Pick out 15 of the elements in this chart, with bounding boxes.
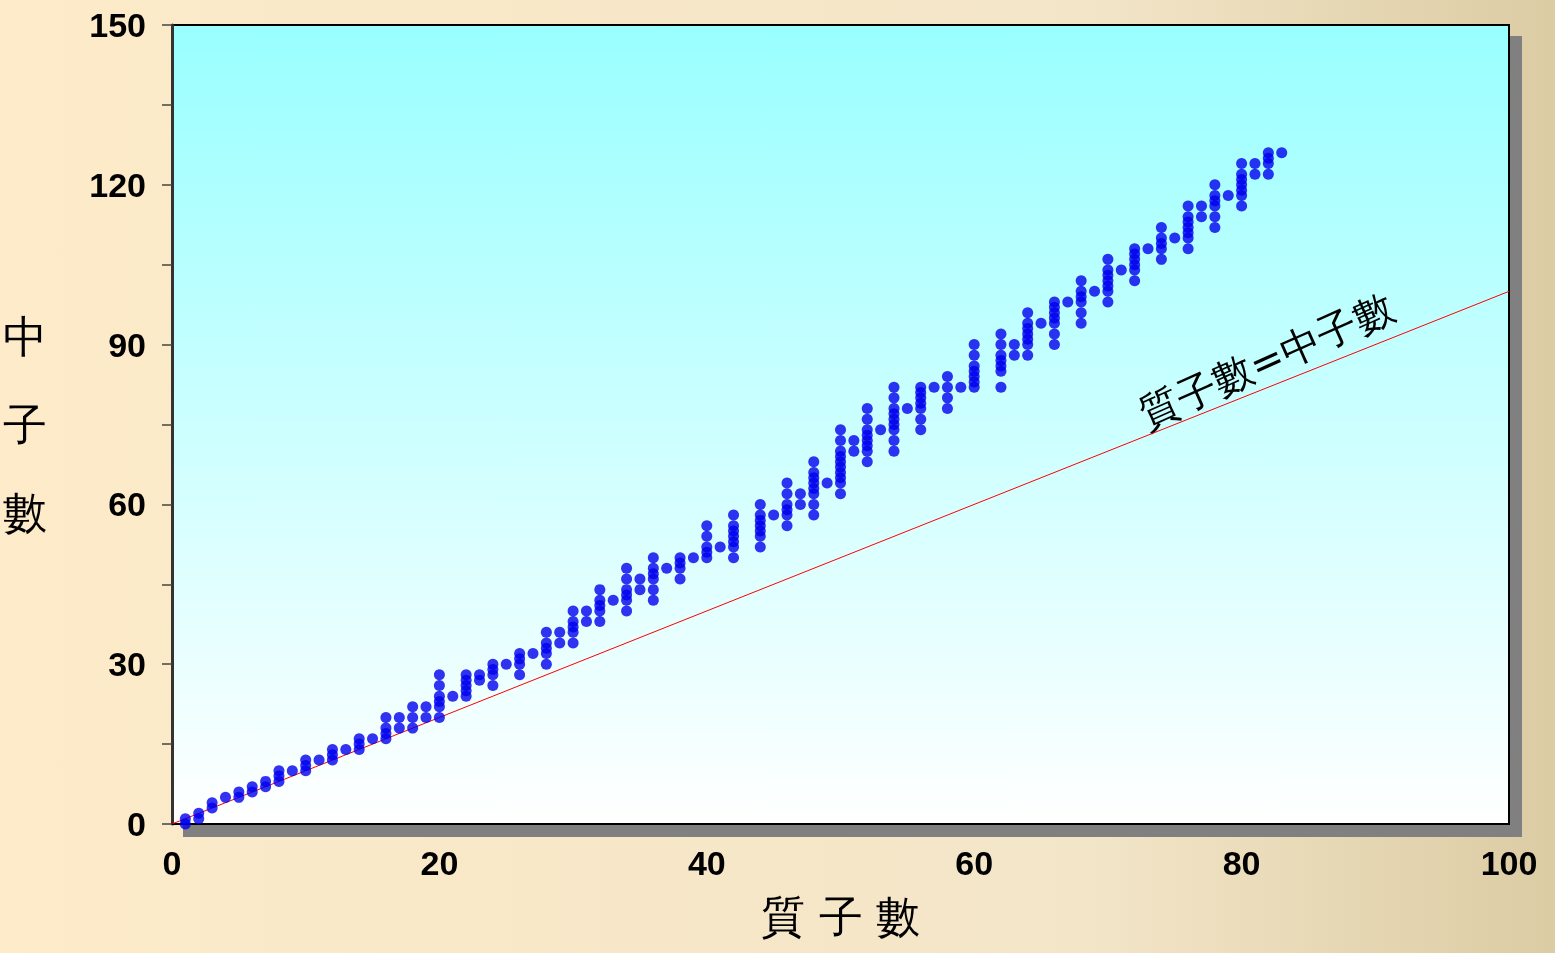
x-tick-label: 0	[162, 844, 182, 882]
x-tick-label: 80	[1222, 844, 1261, 882]
x-axis-title: 質 子 數	[760, 890, 921, 942]
y-tick-label: 90	[108, 325, 146, 364]
y-tick-label: 120	[89, 165, 146, 204]
y-axis-title: 中子數	[3, 311, 47, 538]
y-tick-label: 60	[108, 485, 146, 524]
x-tick-label: 100	[1480, 844, 1538, 882]
x-tick-label: 20	[420, 844, 459, 882]
y-tick-label: 0	[127, 805, 146, 843]
y-tick-label: 30	[108, 645, 146, 684]
x-tick-label: 60	[955, 844, 994, 882]
x-tick-label: 40	[687, 844, 726, 882]
y-tick-label: 150	[89, 6, 146, 44]
annotation: 質子數=中子數	[1132, 283, 1401, 438]
